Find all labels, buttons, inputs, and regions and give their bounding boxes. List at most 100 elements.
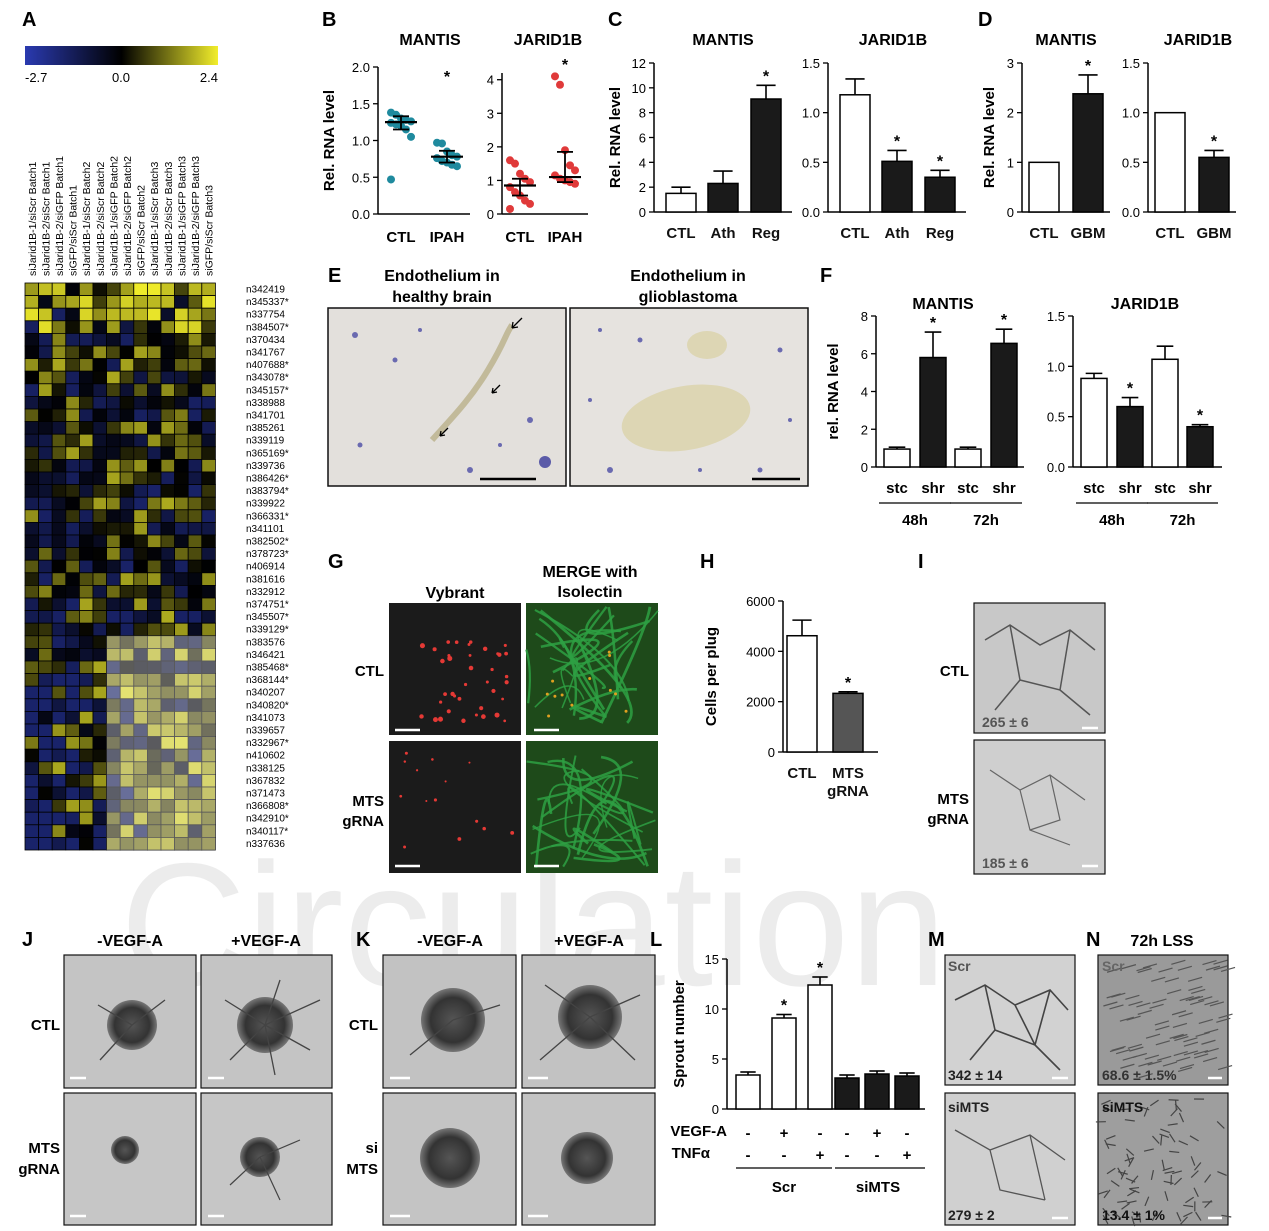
panel-c-label: C <box>608 9 622 31</box>
heatmap-cell <box>38 332 53 347</box>
gene-label: n366808* <box>246 801 289 812</box>
random-cell <box>1131 1216 1136 1227</box>
y-tick-label: 1.5 <box>1047 309 1065 324</box>
heatmap-cell <box>51 774 67 788</box>
heatmap-cell <box>106 282 121 297</box>
aligned-cell <box>1169 1033 1184 1039</box>
gene-label: n332912 <box>246 587 285 598</box>
gene-label: n370434 <box>246 335 285 346</box>
heatmap-cell <box>92 408 108 423</box>
random-cell <box>1221 1214 1232 1218</box>
heatmap-cell <box>160 421 176 435</box>
heatmap-cell <box>174 383 189 397</box>
heatmap-cell <box>79 698 94 712</box>
y-tick-label: 1.0 <box>1047 359 1065 374</box>
g-row-mts-1: MTS <box>352 793 384 810</box>
heatmap-cell <box>92 685 108 700</box>
x-category-label: GBM <box>1071 225 1106 242</box>
aligned-cell <box>1176 1056 1191 1062</box>
dye-spot <box>432 647 437 652</box>
random-cell <box>1194 1162 1202 1171</box>
heatmap-cell <box>146 585 162 599</box>
heatmap-cell <box>119 295 135 309</box>
heatmap-cell <box>92 723 108 738</box>
heatmap-cell <box>160 446 176 460</box>
gene-label: n341101 <box>246 524 285 535</box>
heatmap-cell <box>174 522 189 536</box>
aligned-cell <box>1144 1054 1160 1060</box>
aligned-cell <box>1204 1028 1219 1034</box>
heatmap-cell <box>65 471 80 486</box>
dye-spot <box>467 642 471 646</box>
heatmap-cell <box>160 307 176 322</box>
heatmap-cell <box>24 685 40 700</box>
aligned-cell <box>1185 995 1200 1002</box>
random-cell <box>1102 1207 1110 1217</box>
dye-spot <box>504 674 509 679</box>
heatmap-cell <box>201 282 216 297</box>
panel-k-label: K <box>356 929 371 951</box>
y-axis-label: Rel. RNA level <box>981 87 998 188</box>
row-label-tnf: TNFα <box>672 1145 711 1162</box>
y-tick-label: 0 <box>861 460 868 475</box>
heatmap-cell <box>79 408 94 423</box>
heatmap-cell <box>133 496 148 511</box>
aligned-cell <box>1173 1050 1188 1057</box>
heatmap-cell <box>187 383 203 397</box>
heatmap-cell <box>133 471 148 486</box>
aligned-cell <box>1216 1017 1231 1023</box>
chart-c-mantis: MANTIS 0 2 4 6 8 10 12 Rel. RNA level * CTL Ath Reg <box>607 32 792 242</box>
dye-spot <box>439 700 443 704</box>
heatmap-cell <box>92 837 108 851</box>
bar <box>1151 358 1179 468</box>
heatmap-cell <box>24 786 40 801</box>
gene-label: n342419 <box>246 285 285 296</box>
aligned-cell <box>1142 963 1158 969</box>
heatmap-cell <box>24 635 40 649</box>
g-vybrant-ctl-image <box>389 603 521 735</box>
time-label: 48h <box>1099 512 1125 529</box>
heatmap-cell <box>92 295 108 309</box>
heatmap-cell <box>174 408 189 423</box>
heatmap-cell <box>65 711 80 725</box>
heatmap-cell <box>38 307 53 322</box>
heatmap-cell <box>24 660 40 675</box>
heatmap-cell <box>24 622 40 637</box>
heatmap-cell <box>119 307 135 322</box>
aligned-cell <box>1137 967 1152 974</box>
bar <box>954 448 982 468</box>
heatmap-cell <box>119 471 135 486</box>
y-tick-label: 6000 <box>746 594 775 609</box>
random-cell <box>1129 1186 1140 1190</box>
heatmap-cell <box>65 799 80 813</box>
heatmap-cell <box>79 660 94 675</box>
dye-spot <box>450 691 455 697</box>
heatmap-cell <box>38 408 53 423</box>
heatmap-cell <box>38 509 53 523</box>
heatmap-cell <box>38 585 53 599</box>
gene-label: n383576 <box>246 637 285 648</box>
heatmap-cell <box>79 673 94 687</box>
data-point <box>566 161 574 170</box>
heatmap-cell <box>51 534 67 549</box>
heatmap-cell <box>38 471 53 486</box>
heatmap-cell <box>79 383 94 397</box>
heatmap-cell <box>38 547 53 561</box>
dye-spot <box>461 718 466 723</box>
i-count-ctl: 265 ± 6 <box>982 714 1029 730</box>
heatmap-cell <box>24 295 40 309</box>
heatmap-cell <box>24 332 40 347</box>
bar <box>924 176 956 213</box>
heatmap-cell <box>201 547 216 561</box>
heatmap-cell <box>38 345 53 360</box>
heatmap-cell <box>160 509 176 523</box>
heatmap-cell <box>106 408 121 423</box>
heatmap-cell <box>201 383 216 397</box>
heatmap-cell <box>92 345 108 360</box>
heatmap-cell <box>24 458 40 473</box>
dye-spot <box>545 692 549 696</box>
aligned-cell <box>1136 1002 1151 1008</box>
heatmap-cell <box>146 282 162 297</box>
random-cell <box>1151 1211 1158 1222</box>
heatmap-cell <box>106 534 121 549</box>
